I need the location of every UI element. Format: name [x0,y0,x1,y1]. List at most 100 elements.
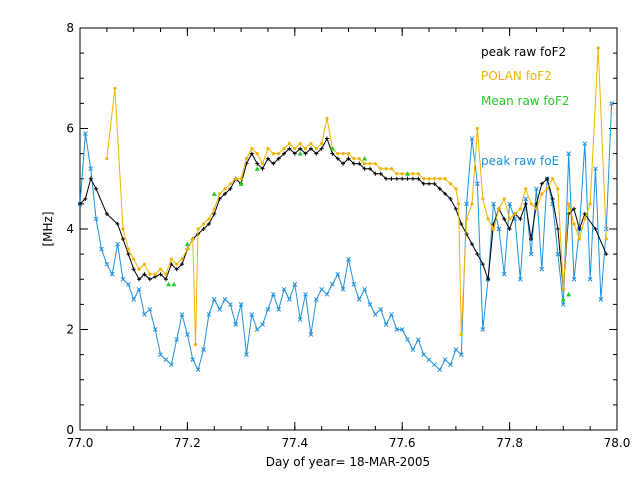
data-point [372,312,378,317]
data-point [518,207,522,211]
data-point [456,202,461,206]
series-polan-fof2 [105,46,608,347]
data-point [427,181,432,186]
data-point [523,201,528,206]
data-point [207,217,211,221]
data-point [437,186,442,191]
data-point [480,327,486,332]
data-point [228,302,233,307]
data-point [303,147,308,151]
data-point [201,227,206,231]
data-point [604,237,608,241]
data-point [276,307,282,312]
data-point [475,181,480,187]
data-point [432,181,437,186]
data-point [368,162,372,166]
data-point [335,156,340,161]
legend-entry: Mean raw foF2 [481,94,570,108]
data-point [604,252,609,257]
data-point [448,182,453,186]
data-point [443,177,447,181]
data-point [113,86,117,90]
data-point [115,241,120,247]
y-axis-label: [MHz] [41,211,55,246]
data-point [475,252,480,257]
data-point [351,161,356,166]
data-point [448,196,453,201]
data-point [362,166,367,171]
data-point [309,141,313,146]
data-point [545,176,550,181]
data-point [513,212,517,216]
data-point [142,262,147,266]
data-point [109,271,115,277]
data-point [593,227,598,231]
data-point [163,277,168,282]
data-point [270,291,276,297]
data-point [184,241,190,247]
data-point [421,352,427,357]
legend-entry: POLAN foF2 [481,69,552,83]
data-point [175,262,179,266]
data-point [255,152,259,156]
data-point [303,151,308,156]
data-point [195,367,201,373]
data-point [233,322,239,327]
data-point [94,186,99,191]
data-point [287,146,292,151]
data-point [422,177,426,181]
data-point [314,147,318,151]
data-point [352,157,356,161]
data-point [405,171,411,176]
data-point [529,202,533,206]
data-point [164,272,168,276]
data-point [217,307,222,312]
data-point [324,291,330,297]
data-point [384,176,389,181]
data-point [308,146,313,151]
data-point [561,287,565,291]
data-point [411,172,415,176]
data-point [507,227,512,231]
y-tick-label: 0 [66,423,74,437]
data-point [88,176,93,181]
data-point [459,332,463,337]
data-point [191,237,195,241]
data-point [378,171,383,176]
data-point [421,181,426,186]
data-point [218,192,222,196]
data-point [502,216,507,221]
data-point [362,156,368,161]
data-point [223,187,227,191]
data-point [481,197,485,201]
data-point [148,272,152,276]
data-point [158,267,163,271]
data-point [131,267,136,272]
data-point [410,176,415,181]
data-point [583,217,587,221]
data-point [174,267,179,272]
data-point [395,172,399,176]
data-point [228,182,232,186]
data-point [78,201,82,206]
data-point [212,211,217,216]
data-point [158,272,163,277]
data-point [556,187,560,191]
data-point [265,307,271,312]
data-point [550,177,555,181]
data-point [330,281,335,287]
data-point [389,167,394,171]
data-point [121,227,125,231]
data-point [120,276,126,282]
data-point [193,342,198,347]
data-point [497,207,501,211]
data-point [185,247,189,251]
x-tick-label: 78.0 [604,436,631,450]
data-point [415,337,421,342]
data-point [367,302,373,307]
data-point [293,147,297,151]
data-point [587,276,593,282]
data-point [298,141,302,146]
legend-entry: peak raw foE [481,154,559,168]
